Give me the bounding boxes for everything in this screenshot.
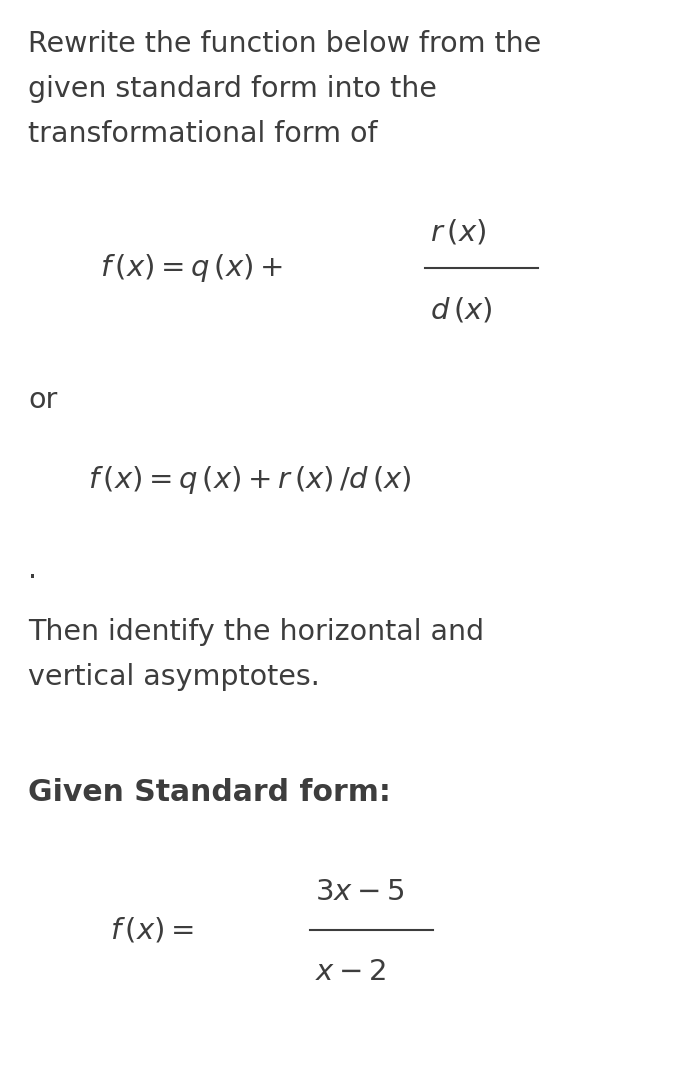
Text: transformational form of: transformational form of — [28, 120, 378, 148]
Text: Given Standard form:: Given Standard form: — [28, 778, 391, 807]
Text: Then identify the horizontal and: Then identify the horizontal and — [28, 618, 484, 646]
Text: $f\,(x) = q\,(x) + $: $f\,(x) = q\,(x) + $ — [100, 252, 283, 284]
Text: $x - 2$: $x - 2$ — [315, 958, 386, 986]
Text: .: . — [28, 556, 37, 584]
Text: $f\,(x) = q\,(x) + r\,(x)\,/d\,(x)$: $f\,(x) = q\,(x) + r\,(x)\,/d\,(x)$ — [88, 464, 412, 496]
Text: vertical asymptotes.: vertical asymptotes. — [28, 663, 320, 691]
Text: $3x - 5$: $3x - 5$ — [315, 878, 404, 906]
Text: Rewrite the function below from the: Rewrite the function below from the — [28, 30, 541, 58]
Text: $d\,(x)$: $d\,(x)$ — [430, 296, 492, 324]
Text: given standard form into the: given standard form into the — [28, 75, 437, 103]
Text: $r\,(x)$: $r\,(x)$ — [430, 217, 486, 246]
Text: $f\,(x) = $: $f\,(x) = $ — [110, 916, 194, 945]
Text: or: or — [28, 386, 57, 414]
